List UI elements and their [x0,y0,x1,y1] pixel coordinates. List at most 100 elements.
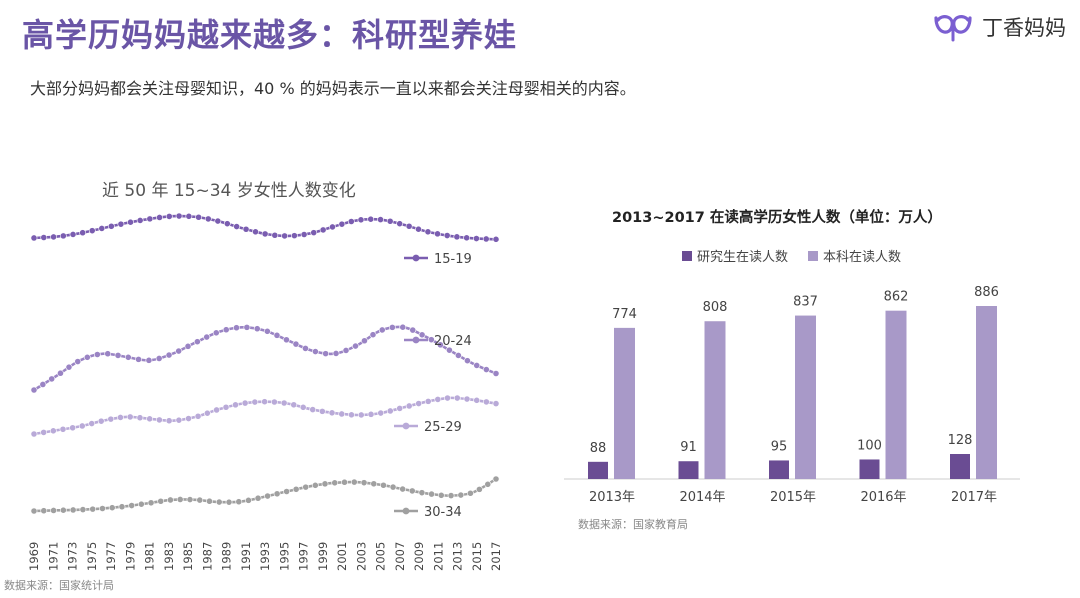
marker-30-34 [273,490,281,498]
marker-30-34 [264,492,271,500]
marker-30-34 [311,481,319,489]
x-tick-label: 1999 [316,542,330,571]
bar-grad [859,459,880,479]
bar-undergrad [795,315,816,479]
marker-30-34 [128,502,136,509]
marker-20-24 [233,324,240,332]
x-tick-label: 2013 [451,542,465,571]
x-tick-label: 2015 [470,542,484,571]
marker-25-29 [69,424,77,432]
marker-20-24 [39,381,47,388]
marker-25-29 [270,398,278,406]
x-tick-label: 1995 [277,542,291,571]
marker-15-19 [175,212,183,220]
marker-15-19 [107,222,115,230]
marker-20-24 [322,350,330,358]
marker-15-19 [347,218,355,225]
marker-25-29 [357,411,365,419]
marker-15-19 [319,226,327,234]
marker-25-29 [290,401,298,409]
marker-30-34 [235,498,243,506]
bar-grad [588,461,608,479]
marker-20-24 [93,351,101,358]
right-chart-source: 数据来源：国家教育局 [578,518,688,531]
marker-25-29 [318,407,326,415]
marker-15-19 [396,220,404,228]
marker-15-19 [424,228,432,236]
marker-25-29 [213,406,220,414]
legend-marker-30-34 [402,507,410,515]
marker-30-34 [467,489,474,497]
marker-25-29 [185,415,192,422]
marker-25-29 [473,396,481,404]
marker-15-19 [482,235,490,243]
marker-15-19 [127,218,134,226]
right-chart-title: 2013~2017 在读高学历女性人数（单位：万人） [612,210,942,226]
marker-30-34 [321,480,329,488]
x-tick-label: 1981 [143,542,157,571]
marker-30-34 [428,490,435,498]
legend-label-grad: 研究生在读人数 [697,250,789,265]
legend-label-25-29: 25-29 [424,420,462,435]
marker-25-29 [453,394,461,402]
legend-swatch-undergrad [808,250,819,261]
marker-20-24 [48,375,56,383]
marker-20-24 [292,340,300,348]
x-tick-label: 2011 [431,542,445,571]
marker-25-29 [59,425,67,433]
marker-15-19 [223,220,231,228]
marker-25-29 [328,409,336,417]
marker-30-34 [206,497,213,505]
marker-25-29 [165,417,173,425]
data-label-undergrad: 837 [793,295,818,310]
marker-25-29 [309,406,317,414]
marker-15-19 [146,215,154,223]
marker-15-19 [473,235,480,242]
education-bar-chart: 88 774 2013年 91 808 2014年 95 837 2015年 100 862 2016… [564,285,1020,505]
marker-15-19 [281,232,288,240]
marker-20-24 [74,358,82,365]
marker-15-19 [463,234,471,242]
marker-25-29 [175,416,183,424]
marker-25-29 [117,414,124,421]
marker-20-24 [342,347,350,354]
x-tick-label: 2007 [393,542,407,571]
marker-20-24 [203,333,211,341]
data-label-grad: 100 [857,438,882,453]
data-label-undergrad: 808 [703,300,728,315]
marker-20-24 [273,331,281,339]
marker-30-34 [176,496,184,503]
marker-25-29 [155,416,163,424]
marker-20-24 [175,347,183,355]
marker-20-24 [464,357,471,365]
marker-20-24 [473,362,481,369]
marker-20-24 [378,326,386,334]
marker-30-34 [196,496,204,504]
marker-20-24 [369,331,377,339]
marker-30-34 [147,499,155,507]
marker-20-24 [302,344,309,352]
marker-20-24 [83,353,91,361]
marker-15-19 [261,230,269,238]
marker-25-29 [222,403,230,411]
marker-30-34 [89,505,97,513]
marker-15-19 [214,217,222,225]
marker-15-19 [79,229,87,237]
data-label-undergrad: 862 [884,290,909,305]
marker-25-29 [40,429,48,436]
x-tick-label: 1985 [181,542,195,571]
marker-20-24 [65,363,73,371]
marker-15-19 [290,232,298,240]
data-label-grad: 88 [590,441,607,456]
x-category-label: 2014年 [679,490,725,505]
marker-15-19 [98,225,106,232]
brand[interactable]: 丁香妈妈 [932,12,1066,42]
brand-name: 丁香妈妈 [982,16,1066,40]
marker-30-34 [476,485,483,493]
marker-20-24 [263,327,271,335]
marker-15-19 [117,220,125,228]
marker-25-29 [261,398,269,406]
marker-20-24 [145,356,153,364]
marker-20-24 [184,342,192,350]
legend-label-20-24: 20-24 [434,334,472,349]
